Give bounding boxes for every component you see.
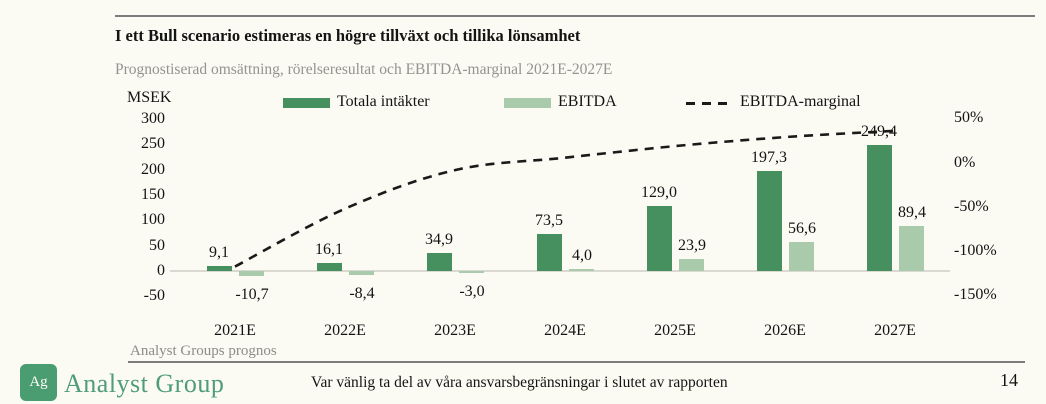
right-axis-tick-50-: 50% — [954, 109, 984, 127]
x-axis-label-2022E: 2022E — [324, 322, 366, 339]
bar-ebitda-2022E — [348, 271, 374, 276]
bar-totala-int-kter-2023E — [426, 253, 452, 271]
right-axis-tick--100-: -100% — [954, 242, 997, 259]
x-axis-label-2027E: 2027E — [874, 322, 916, 339]
analyst-group-logo-icon: Ag — [20, 364, 57, 401]
legend-label-ebitda-marginal: EBITDA-marginal — [740, 93, 861, 110]
x-axis-label-2024E: 2024E — [544, 322, 586, 339]
value-label-ebitda-2027E: 89,4 — [898, 203, 926, 221]
value-label-totala-int-kter-2021E: 9,1 — [209, 244, 229, 262]
chart-subtitle: Prognostiserad omsättning, rörelseresult… — [115, 61, 613, 78]
value-label-ebitda-2026E: 56,6 — [788, 220, 816, 238]
footer-divider — [128, 361, 1025, 363]
left-axis-tick-100: 100 — [141, 211, 165, 229]
left-axis-tick--50: -50 — [143, 287, 165, 305]
analyst-group-wordmark: Analyst Group — [64, 369, 225, 398]
value-label-ebitda-2025E: 23,9 — [678, 236, 706, 254]
left-axis-tick-0: 0 — [157, 262, 165, 279]
x-axis-baseline — [170, 270, 950, 272]
legend-swatch-totala-intakter — [283, 98, 330, 108]
page-title: I ett Bull scenario estimeras en högre t… — [115, 26, 581, 45]
bar-ebitda-2025E — [678, 258, 704, 271]
legend-swatch-ebitda — [504, 98, 551, 108]
value-label-totala-int-kter-2023E: 34,9 — [425, 231, 453, 249]
left-axis-unit-label: MSEK — [127, 89, 172, 106]
disclaimer-text: Var vänlig ta del av våra ansvarsbegräns… — [311, 374, 728, 391]
bar-ebitda-2021E — [238, 271, 264, 277]
chart-source-note: Analyst Groups prognos — [130, 343, 277, 359]
bar-ebitda-2023E — [458, 271, 484, 273]
left-axis-tick-250: 250 — [141, 135, 165, 153]
legend-label-totala-intakter: Totala intäkter — [337, 93, 430, 110]
bar-totala-int-kter-2021E — [206, 266, 232, 271]
value-label-ebitda-2024E: 4,0 — [572, 246, 592, 264]
value-label-ebitda-2021E: -10,7 — [235, 286, 269, 304]
value-label-totala-int-kter-2025E: 129,0 — [641, 183, 677, 201]
right-axis-tick--50-: -50% — [954, 197, 989, 215]
value-label-totala-int-kter-2026E: 197,3 — [751, 149, 787, 167]
legend-item-ebitda-marginal: EBITDA-marginal — [686, 92, 861, 112]
legend-item-totala-intakter: Totala intäkter — [283, 92, 430, 112]
value-label-totala-int-kter-2024E: 73,5 — [535, 211, 563, 229]
x-axis-label-2025E: 2025E — [654, 322, 696, 339]
bar-ebitda-2027E — [898, 225, 924, 271]
value-label-totala-int-kter-2027E: 249,4 — [861, 122, 897, 140]
right-axis-tick-0-: 0% — [954, 153, 976, 171]
left-axis-tick-200: 200 — [141, 160, 165, 178]
bar-totala-int-kter-2022E — [316, 262, 342, 271]
left-axis-tick-50: 50 — [149, 236, 165, 254]
value-label-ebitda-2023E: -3,0 — [459, 282, 485, 300]
x-axis-label-2021E: 2021E — [214, 322, 256, 339]
legend-item-ebitda: EBITDA — [504, 92, 617, 112]
left-axis-tick-300: 300 — [141, 109, 165, 127]
legend-label-ebitda: EBITDA — [558, 93, 617, 110]
top-divider — [115, 15, 1035, 17]
left-axis-tick-150: 150 — [141, 185, 165, 203]
legend-dashed-line-icon — [686, 102, 733, 105]
x-axis-label-2023E: 2023E — [434, 322, 476, 339]
right-axis-tick--150-: -150% — [954, 286, 997, 304]
bar-ebitda-2024E — [568, 268, 594, 271]
value-label-totala-int-kter-2022E: 16,1 — [315, 240, 343, 258]
page-number: 14 — [1000, 370, 1018, 390]
bar-ebitda-2026E — [788, 242, 814, 271]
value-label-ebitda-2022E: -8,4 — [349, 285, 375, 303]
x-axis-label-2026E: 2026E — [764, 322, 806, 339]
